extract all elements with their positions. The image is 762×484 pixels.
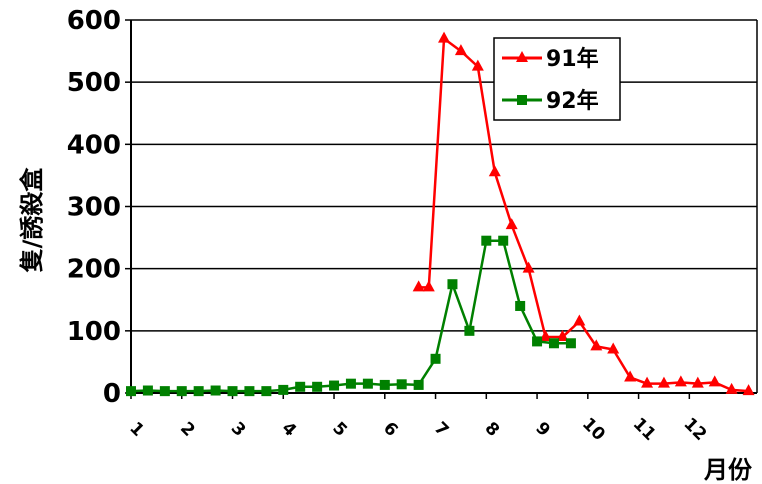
x-tick-label-7: 7 bbox=[430, 418, 453, 441]
data-point-s2-17 bbox=[413, 379, 424, 390]
x-tick-label-6: 6 bbox=[379, 418, 402, 441]
data-point-s1-10 bbox=[573, 314, 586, 326]
data-point-s1-2 bbox=[438, 31, 451, 43]
x-tick-label-12: 12 bbox=[679, 414, 710, 445]
data-point-s2-18 bbox=[430, 353, 441, 364]
data-point-s2-16 bbox=[396, 379, 407, 390]
data-point-s2-24 bbox=[532, 336, 543, 347]
data-point-s2-25 bbox=[548, 338, 559, 349]
data-point-s2-3 bbox=[176, 386, 187, 397]
x-axis-title: 月份 bbox=[703, 456, 753, 484]
legend-marker-triangle bbox=[516, 51, 528, 62]
legend: 91年 92年 bbox=[493, 37, 621, 121]
data-point-s2-4 bbox=[193, 386, 204, 397]
data-point-s1-11 bbox=[590, 339, 603, 351]
x-tick-label-5: 5 bbox=[328, 418, 351, 441]
data-point-s2-15 bbox=[379, 379, 390, 390]
data-point-s1-20 bbox=[742, 384, 755, 396]
data-point-s1-12 bbox=[607, 342, 620, 354]
data-point-s1-9 bbox=[556, 330, 569, 342]
x-tick-label-11: 11 bbox=[629, 414, 660, 445]
series-line-2 bbox=[130, 239, 571, 393]
data-point-s1-6 bbox=[505, 218, 518, 230]
data-point-s2-14 bbox=[362, 378, 373, 389]
legend-label-92: 92年 bbox=[546, 88, 599, 114]
data-point-s2-1 bbox=[142, 385, 153, 396]
x-tick-label-10: 10 bbox=[578, 414, 609, 445]
data-point-s2-2 bbox=[159, 386, 170, 397]
data-point-s2-6 bbox=[227, 386, 238, 397]
data-point-s1-5 bbox=[488, 165, 501, 177]
data-point-s1-8 bbox=[539, 330, 552, 342]
y-tick-label-300: 300 bbox=[67, 193, 121, 223]
data-point-s1-1 bbox=[422, 280, 435, 292]
x-tick-label-8: 8 bbox=[481, 418, 504, 441]
data-series bbox=[126, 31, 755, 397]
data-point-s2-5 bbox=[210, 385, 221, 396]
legend-marker-square bbox=[517, 95, 527, 105]
x-tick-label-4: 4 bbox=[278, 418, 301, 441]
data-point-s2-8 bbox=[261, 386, 272, 397]
data-point-s2-10 bbox=[295, 381, 306, 392]
data-point-s2-0 bbox=[126, 386, 136, 397]
data-point-s2-13 bbox=[345, 378, 356, 389]
data-point-s1-19 bbox=[725, 382, 738, 394]
y-tick-labels: 0 100 200 300 400 500 600 bbox=[67, 6, 121, 409]
y-tick-label-500: 500 bbox=[67, 68, 121, 98]
data-point-s1-16 bbox=[674, 375, 687, 387]
data-point-s2-11 bbox=[312, 381, 323, 392]
x-tick-label-1: 1 bbox=[125, 418, 148, 441]
legend-box bbox=[493, 37, 621, 121]
data-point-s2-23 bbox=[515, 300, 526, 311]
data-point-s1-0 bbox=[412, 280, 425, 292]
legend-label-91: 91年 bbox=[546, 46, 599, 72]
data-point-s2-19 bbox=[447, 279, 458, 290]
y-tick-label-600: 600 bbox=[67, 6, 121, 36]
data-point-s2-21 bbox=[481, 235, 492, 246]
y-tick-label-200: 200 bbox=[67, 255, 121, 285]
x-tick-labels: 1 2 3 4 5 6 7 8 9 10 11 12 bbox=[125, 414, 710, 445]
y-tick-label-100: 100 bbox=[67, 317, 121, 347]
x-tick-label-9: 9 bbox=[531, 418, 554, 441]
grid-lines bbox=[125, 19, 758, 399]
x-tick-label-3: 3 bbox=[227, 418, 250, 441]
data-point-s1-15 bbox=[657, 376, 670, 388]
data-point-s2-26 bbox=[565, 338, 576, 349]
data-point-s2-7 bbox=[244, 386, 255, 397]
data-point-s1-7 bbox=[522, 261, 535, 273]
data-point-s2-12 bbox=[329, 380, 340, 391]
data-point-s1-17 bbox=[691, 376, 704, 388]
data-point-s1-3 bbox=[454, 44, 467, 56]
data-point-s1-13 bbox=[624, 370, 637, 382]
data-point-s2-22 bbox=[498, 235, 509, 246]
data-point-s1-4 bbox=[471, 59, 484, 71]
y-axis-title: 隻/誘殺盒 bbox=[18, 167, 46, 274]
data-point-s2-9 bbox=[278, 384, 289, 395]
data-point-s1-14 bbox=[641, 376, 654, 388]
y-tick-label-0: 0 bbox=[103, 379, 121, 409]
data-point-s1-18 bbox=[708, 375, 721, 387]
x-tick-label-2: 2 bbox=[176, 418, 199, 441]
data-point-s2-20 bbox=[464, 325, 475, 336]
y-tick-label-400: 400 bbox=[67, 130, 121, 160]
